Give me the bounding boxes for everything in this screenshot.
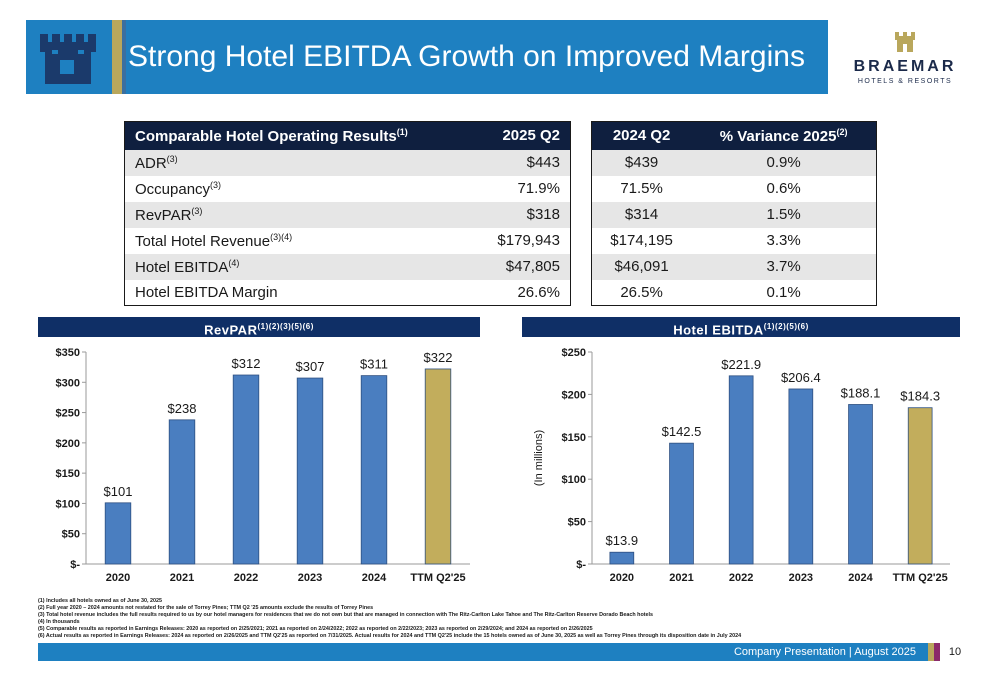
data-label: $311 (360, 357, 388, 372)
table-row: RevPAR(3) $318 (124, 201, 571, 228)
header-bar: Strong Hotel EBITDA Growth on Improved M… (26, 20, 828, 94)
x-tick-label: TTM Q2'25 (893, 572, 948, 584)
bar (669, 442, 694, 565)
x-tick-label: 2022 (234, 572, 258, 584)
operating-results-table: Comparable Hotel Operating Results(1) 20… (124, 121, 571, 306)
bar (232, 374, 260, 565)
y-tick-label: $350 (56, 347, 80, 359)
table-header-period: 2025 Q2 (458, 121, 571, 150)
footnote: (3) Total hotel revenue includes the ful… (38, 612, 654, 618)
table-row: Hotel EBITDA(4) $47,805 (124, 253, 571, 280)
footnote: (1) Includes all hotels owned as of June… (38, 598, 163, 604)
footer-bar: Company Presentation | August 2025 (38, 643, 928, 661)
x-tick-label: 2020 (106, 572, 130, 584)
page-title: Strong Hotel EBITDA Growth on Improved M… (128, 40, 805, 73)
revpar-bar-chart: $- $50 $100 $150 $200 $250 $300 $350 $101 2020 $23… (56, 347, 470, 584)
y-tick-label: $- (70, 559, 80, 571)
y-tick-label: $100 (56, 498, 80, 510)
x-tick-label: 2024 (848, 572, 873, 584)
y-tick-label: $250 (562, 347, 586, 359)
accent-strip (122, 20, 126, 94)
table-header-prior-period: 2024 Q2 (591, 121, 692, 150)
footnote: (4) In thousands (38, 619, 80, 625)
brand-crown-icon (895, 32, 915, 52)
gold-accent-strip (112, 20, 122, 94)
y-tick-label: $300 (56, 377, 80, 389)
x-tick-label: TTM Q2'25 (410, 572, 465, 584)
data-label: $221.9 (721, 357, 761, 372)
data-label: $13.9 (606, 533, 639, 548)
table-row: $439 0.9% (591, 149, 877, 176)
footnotes: (1) Includes all hotels owned as of June… (38, 598, 978, 640)
data-label: $307 (296, 359, 325, 374)
footer-text: Company Presentation | August 2025 (733, 646, 916, 658)
data-label: $188.1 (841, 385, 881, 400)
y-tick-label: $50 (568, 517, 586, 529)
footnote: (6) Actual results as reported in Earnin… (38, 633, 742, 639)
bar (296, 377, 324, 565)
brand-subtitle: HOTELS & RESORTS (857, 78, 953, 85)
x-tick-label: 2021 (170, 572, 194, 584)
table-row: 26.5% 0.1% (620, 283, 801, 301)
data-label: $322 (424, 350, 453, 365)
bar (728, 375, 754, 565)
bar (609, 551, 635, 565)
x-tick-label: 2021 (669, 572, 693, 584)
bar (360, 375, 388, 565)
y-tick-label: $100 (562, 474, 586, 486)
x-tick-label: 2024 (362, 572, 387, 584)
footnote: (2) Full year 2020 – 2024 amounts not re… (38, 605, 374, 611)
table-header-variance: % Variance 2025(2) (691, 121, 877, 150)
bar (168, 419, 196, 565)
data-label: $206.4 (781, 370, 821, 385)
table-header-label: Comparable Hotel Operating Results(1) (124, 121, 459, 150)
y-axis-label: (In millions) (533, 430, 545, 486)
bar (907, 407, 933, 565)
table-row: $174,195 3.3% (610, 232, 801, 249)
x-tick-label: 2023 (789, 572, 813, 584)
data-label: $238 (168, 401, 197, 416)
ebitda-bar-chart: $- $50 $100 $150 $200 $250 (In millions) $13.9 2… (533, 347, 950, 584)
y-tick-label: $200 (562, 389, 586, 401)
bar (104, 502, 132, 565)
data-label: $101 (104, 484, 133, 499)
brand-name: BRAEMAR (853, 58, 957, 75)
x-tick-label: 2022 (729, 572, 753, 584)
y-tick-label: $50 (62, 529, 80, 541)
table-row: 71.5% 0.6% (620, 180, 801, 197)
table-row: Occupancy(3) 71.9% (135, 179, 560, 198)
comparison-table: 2024 Q2 % Variance 2025(2) $439 0.9% 71.5… (591, 121, 877, 306)
brand-logo: BRAEMAR HOTELS & RESORTS (830, 20, 980, 94)
table-row: Total Hotel Revenue(3)(4) $179,943 (135, 231, 560, 250)
y-tick-label: $- (576, 559, 586, 571)
data-label: $184.3 (900, 389, 940, 404)
footer-accent (934, 643, 940, 661)
logo-box (26, 20, 108, 94)
x-tick-label: 2020 (610, 572, 634, 584)
y-tick-label: $200 (56, 438, 80, 450)
table-row: $314 1.5% (591, 201, 877, 228)
bar (848, 404, 873, 565)
y-tick-label: $250 (56, 408, 80, 420)
bar (424, 368, 452, 565)
y-tick-label: $150 (562, 432, 586, 444)
page-number: 10 (948, 646, 962, 658)
data-label: $142.5 (662, 424, 702, 439)
bar (788, 388, 814, 565)
footer-gold-accent (928, 643, 934, 661)
ebitda-chart-title: Hotel EBITDA(1)(2)(5)(6) (522, 317, 960, 337)
footnote: (5) Comparable results as reported in Ea… (38, 626, 593, 632)
table-row: $46,091 3.7% (591, 253, 877, 280)
table-row: Hotel EBITDA Margin 26.6% (135, 283, 560, 302)
castle-tower-icon (40, 34, 96, 84)
x-tick-label: 2023 (298, 572, 322, 584)
table-row: ADR(3) $443 (124, 149, 571, 176)
revpar-chart-title: RevPAR(1)(2)(3)(5)(6) (38, 317, 480, 337)
y-tick-label: $150 (56, 468, 80, 480)
data-label: $312 (232, 356, 261, 371)
